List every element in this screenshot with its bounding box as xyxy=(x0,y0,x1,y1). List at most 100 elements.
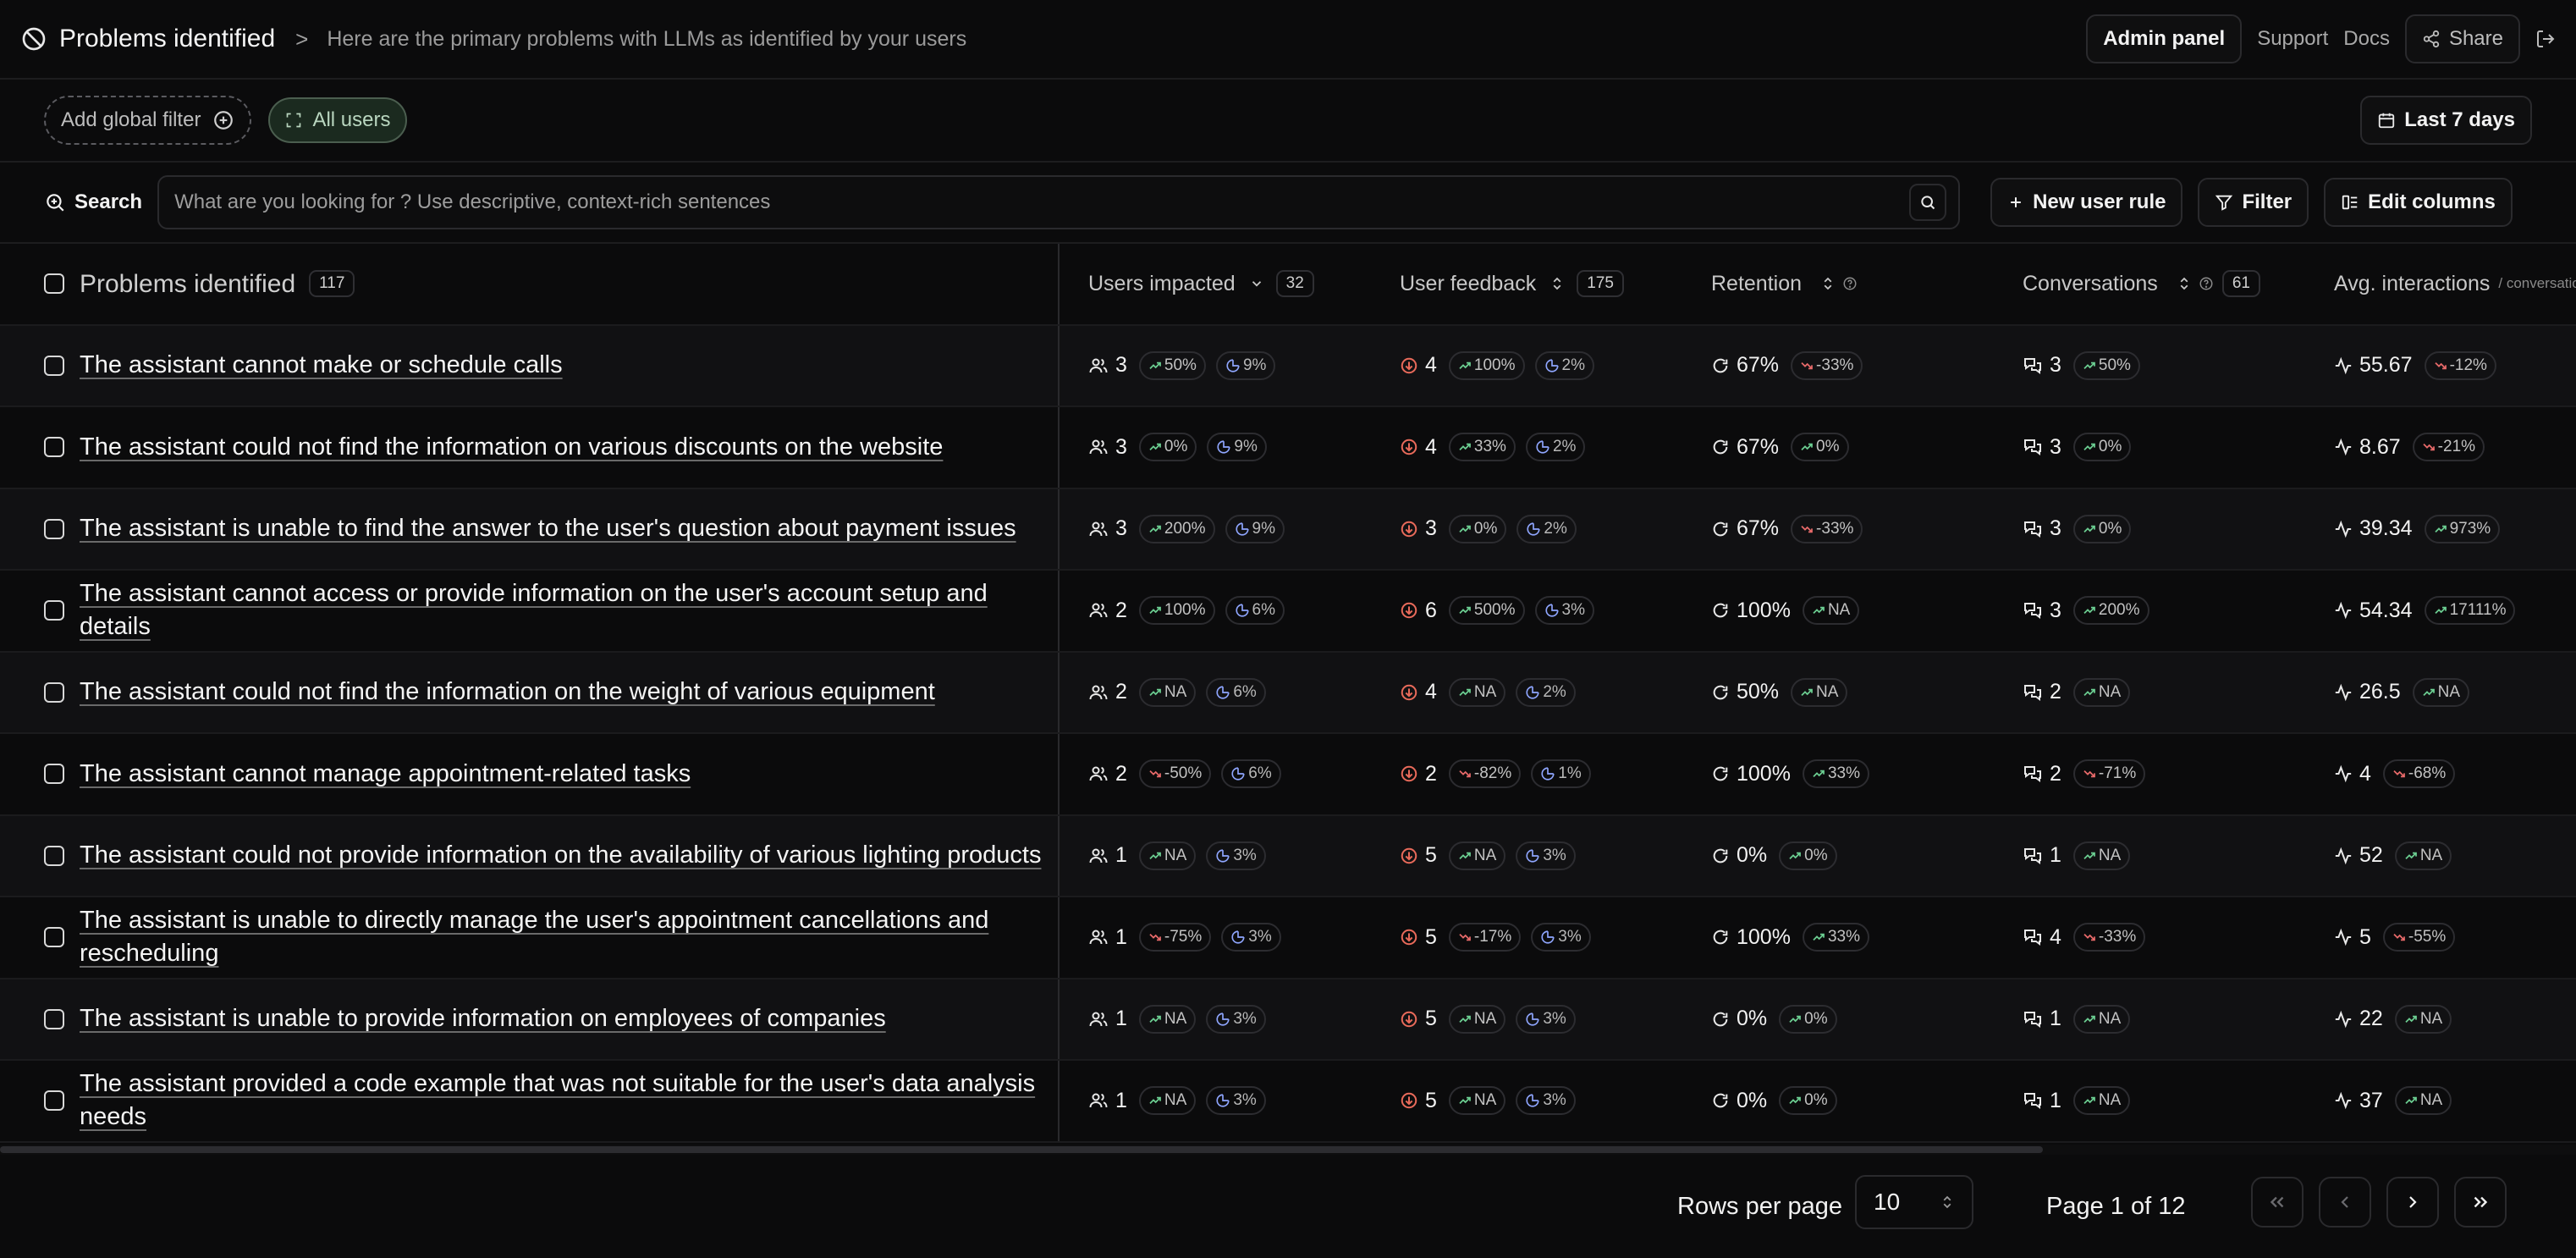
first-page-button[interactable] xyxy=(2251,1177,2304,1228)
row-checkbox[interactable] xyxy=(44,681,64,703)
pie-chart-icon xyxy=(1230,930,1246,945)
previous-page-button[interactable] xyxy=(2319,1177,2371,1228)
feedback-trend-chip: 100% xyxy=(1448,350,1525,380)
row-checkbox[interactable] xyxy=(44,355,64,376)
last-page-button[interactable] xyxy=(2454,1177,2507,1228)
row-checkbox[interactable] xyxy=(44,600,64,621)
users-trend-chip: NA xyxy=(1138,677,1197,707)
select-all-checkbox[interactable] xyxy=(44,273,64,295)
row-checkbox[interactable] xyxy=(44,1008,64,1029)
avg-cell: 55.67 -12% xyxy=(2334,326,2496,406)
header-users-label: Users impacted xyxy=(1088,271,1236,295)
help-icon[interactable] xyxy=(2199,276,2214,291)
feedback-share-chip: 3% xyxy=(1531,923,1591,952)
pie-chart-icon xyxy=(1235,603,1250,618)
share-button[interactable]: Share xyxy=(2404,14,2520,63)
table-row[interactable]: The assistant cannot make or schedule ca… xyxy=(0,325,2576,407)
trend-up-icon xyxy=(2404,1012,2418,1026)
admin-panel-button[interactable]: Admin panel xyxy=(2086,14,2243,63)
pie-chart-icon xyxy=(1544,358,1560,373)
table-row[interactable]: The assistant is unable to directly mana… xyxy=(0,897,2576,979)
share-value: 6% xyxy=(1252,601,1275,620)
help-icon[interactable] xyxy=(1842,276,1858,291)
table-row[interactable]: The assistant cannot manage appointment-… xyxy=(0,734,2576,816)
date-range-button[interactable]: Last 7 days xyxy=(2360,96,2532,145)
columns-icon xyxy=(2341,193,2359,212)
trend-up-icon xyxy=(2422,686,2436,699)
edit-columns-button[interactable]: Edit columns xyxy=(2324,178,2513,227)
row-checkbox[interactable] xyxy=(44,518,64,539)
thumbs-down-icon xyxy=(1400,683,1418,702)
retention-trend-chip: -33% xyxy=(1791,514,1863,543)
new-user-rule-button[interactable]: New user rule xyxy=(1990,178,2183,227)
share-value: 2% xyxy=(1552,438,1577,456)
users-share-chip: 3% xyxy=(1206,841,1266,870)
horizontal-scrollbar[interactable] xyxy=(0,1145,2576,1155)
retention-trend-chip: 0% xyxy=(1779,841,1837,870)
conversations-cell: 3 200% xyxy=(2023,571,2149,651)
table-row[interactable]: The assistant could not provide informat… xyxy=(0,815,2576,897)
users-value: 3 xyxy=(1115,353,1127,378)
users-trend-chip: 50% xyxy=(1138,350,1206,380)
search-label-group: Search xyxy=(44,190,142,214)
feedback-cell: 4 33% 2% xyxy=(1400,407,1586,488)
all-users-filter[interactable]: All users xyxy=(268,97,408,143)
header-cell-conversations[interactable]: Conversations 61 xyxy=(2023,244,2260,324)
row-checkbox[interactable] xyxy=(44,764,64,785)
problem-link[interactable]: The assistant could not find the informa… xyxy=(80,678,935,706)
problem-link[interactable]: The assistant cannot access or provide i… xyxy=(80,580,988,641)
feedback-value: 5 xyxy=(1425,924,1437,949)
sort-icon xyxy=(1820,276,1836,291)
problem-link[interactable]: The assistant is unable to directly mana… xyxy=(80,907,989,968)
trend-up-icon xyxy=(2083,440,2096,454)
conversations-value: 1 xyxy=(2050,843,2061,868)
problem-link[interactable]: The assistant is unable to provide infor… xyxy=(80,1005,886,1033)
table-row[interactable]: The assistant is unable to find the answ… xyxy=(0,488,2576,571)
trend-up-icon xyxy=(2404,849,2418,863)
row-checkbox[interactable] xyxy=(44,437,64,458)
row-checkbox[interactable] xyxy=(44,927,64,948)
users-share-chip: 6% xyxy=(1206,677,1266,707)
row-checkbox[interactable] xyxy=(44,845,64,866)
problem-link[interactable]: The assistant provided a code example th… xyxy=(80,1070,1036,1131)
feedback-trend-chip: NA xyxy=(1448,1086,1506,1116)
breadcrumb-separator: > xyxy=(295,25,309,52)
search-submit-button[interactable] xyxy=(1909,184,1947,221)
table-row[interactable]: The assistant could not find the informa… xyxy=(0,652,2576,734)
header-cell-avg[interactable]: Avg. interactions / conversation xyxy=(2334,244,2576,324)
row-checkbox[interactable] xyxy=(44,1090,64,1112)
search-input[interactable] xyxy=(174,190,1910,214)
table-row[interactable]: The assistant cannot access or provide i… xyxy=(0,571,2576,653)
retention-value: 67% xyxy=(1737,516,1780,541)
table-row[interactable]: The assistant is unable to provide infor… xyxy=(0,979,2576,1061)
problem-link[interactable]: The assistant is unable to find the answ… xyxy=(80,515,1016,543)
retention-value: 67% xyxy=(1737,434,1780,459)
retention-value: 100% xyxy=(1737,598,1791,622)
problem-link[interactable]: The assistant could not find the informa… xyxy=(80,433,944,461)
table-row[interactable]: The assistant provided a code example th… xyxy=(0,1061,2576,1143)
filter-button[interactable]: Filter xyxy=(2198,178,2309,227)
ban-icon xyxy=(20,25,47,52)
problem-cell: The assistant is unable to provide infor… xyxy=(0,979,1060,1059)
problem-link[interactable]: The assistant cannot make or schedule ca… xyxy=(80,351,563,379)
all-users-label: All users xyxy=(312,108,391,131)
problem-link[interactable]: The assistant cannot manage appointment-… xyxy=(80,759,691,787)
header-cell-feedback[interactable]: User feedback 175 xyxy=(1400,244,1624,324)
table-row[interactable]: The assistant could not find the informa… xyxy=(0,407,2576,489)
header-cell-retention[interactable]: Retention xyxy=(1711,244,1858,324)
share-value: 3% xyxy=(1558,928,1582,946)
rows-per-page-select[interactable]: 10 xyxy=(1855,1175,1973,1229)
users-cell: 1 NA 3% xyxy=(1088,979,1266,1060)
trend-value: 0% xyxy=(1816,438,1840,456)
problem-link[interactable]: The assistant could not provide informat… xyxy=(80,841,1042,869)
pie-chart-icon xyxy=(1525,848,1540,863)
retention-cell: 100% 33% xyxy=(1711,734,1869,814)
scrollbar-thumb[interactable] xyxy=(0,1146,2043,1153)
header-cell-users[interactable]: Users impacted 32 xyxy=(1088,244,1314,324)
support-link[interactable]: Support xyxy=(2257,27,2329,50)
logout-icon[interactable] xyxy=(2535,29,2556,49)
add-global-filter-button[interactable]: Add global filter xyxy=(44,96,252,145)
calendar-icon xyxy=(2377,111,2396,130)
next-page-button[interactable] xyxy=(2386,1177,2439,1228)
docs-link[interactable]: Docs xyxy=(2343,27,2390,50)
